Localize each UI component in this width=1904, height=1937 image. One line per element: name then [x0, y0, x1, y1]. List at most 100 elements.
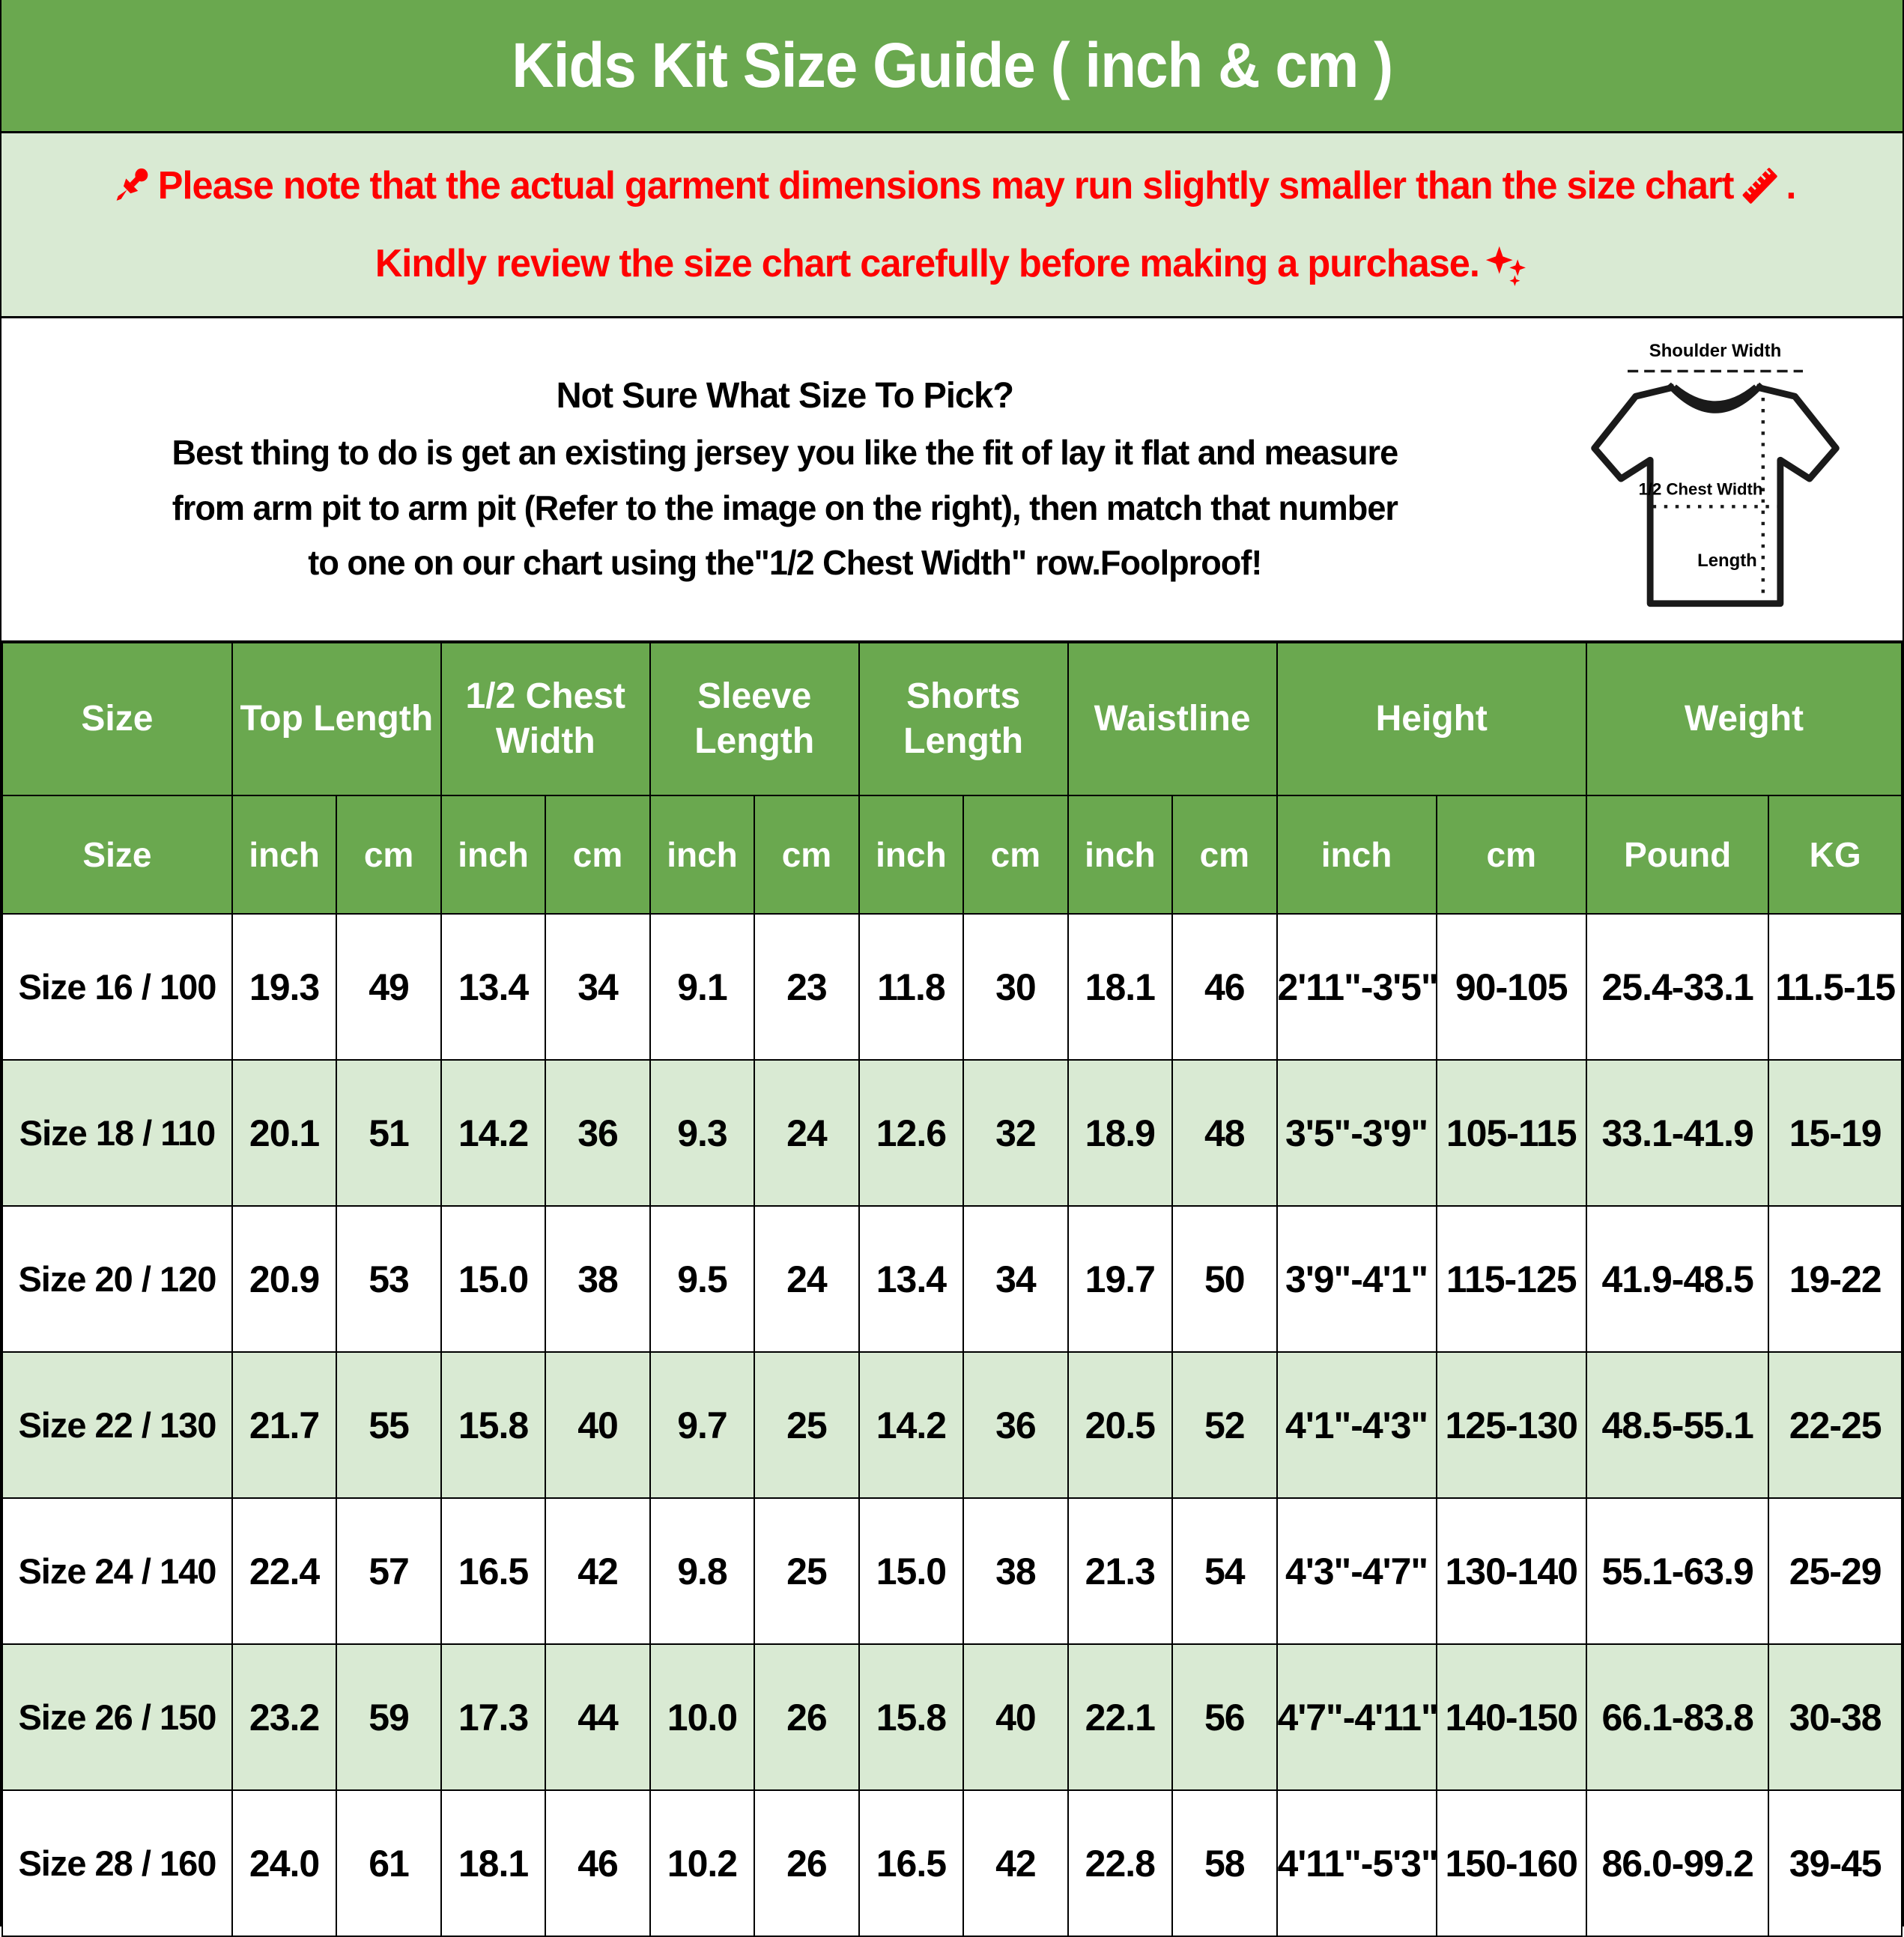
unit-header: inch — [858, 795, 965, 915]
value-cell: 52 — [1171, 1351, 1278, 1499]
unit-header: cm — [1435, 795, 1587, 915]
value-cell: 49 — [336, 913, 442, 1061]
value-cell: 115-125 — [1435, 1205, 1587, 1353]
value-cell: 36 — [545, 1059, 651, 1207]
value-cell: 22-25 — [1768, 1351, 1903, 1499]
value-cell: 9.5 — [649, 1205, 756, 1353]
notice-text-1-end: . — [1786, 164, 1796, 207]
unit-header: inch — [649, 795, 756, 915]
value-cell: 57 — [336, 1497, 442, 1645]
size-cell: Size 16 / 100 — [1, 913, 233, 1061]
table-row: Size 22 / 130 21.7 55 15.8 40 9.7 25 14.2 36 20.5… — [1, 1351, 1903, 1499]
value-cell: 56 — [1171, 1643, 1278, 1791]
value-cell: 21.7 — [231, 1351, 338, 1499]
sizing-help-section: Not Sure What Size To Pick? Best thing t… — [1, 318, 1903, 640]
value-cell: 11.5-15 — [1768, 913, 1903, 1061]
value-cell: 9.8 — [649, 1497, 756, 1645]
value-cell: 13.4 — [440, 913, 547, 1061]
value-cell: 23 — [754, 913, 860, 1061]
size-table-body: Size 16 / 100 19.3 49 13.4 34 9.1 23 11.8 30 18.1… — [1, 913, 1903, 1937]
value-cell: 130-140 — [1435, 1497, 1587, 1645]
notice-text-2: Kindly review the size chart carefully b… — [375, 242, 1480, 285]
value-cell: 38 — [962, 1497, 1069, 1645]
value-cell: 3'9"-4'1" — [1276, 1205, 1437, 1353]
value-cell: 15-19 — [1768, 1059, 1903, 1207]
unit-header: cm — [545, 795, 651, 915]
ruler-icon — [1742, 168, 1777, 204]
value-cell: 13.4 — [858, 1205, 965, 1353]
value-cell: 48 — [1171, 1059, 1278, 1207]
value-cell: 25 — [754, 1497, 860, 1645]
unit-header: inch — [1067, 795, 1174, 915]
unit-header: Pound — [1585, 795, 1770, 915]
value-cell: 9.7 — [649, 1351, 756, 1499]
value-cell: 19.3 — [231, 913, 338, 1061]
value-cell: 66.1-83.8 — [1585, 1643, 1770, 1791]
group-header-row: Size Top Length 1/2 Chest Width Sleeve L… — [1, 641, 1903, 796]
value-cell: 18.1 — [1067, 913, 1174, 1061]
value-cell: 34 — [962, 1205, 1069, 1353]
size-cell: Size 28 / 160 — [1, 1789, 233, 1937]
notice-line-1: Please note that the actual garment dime… — [109, 163, 1796, 209]
value-cell: 22.8 — [1067, 1789, 1174, 1937]
value-cell: 25.4-33.1 — [1585, 913, 1770, 1061]
value-cell: 15.0 — [440, 1205, 547, 1353]
value-cell: 17.3 — [440, 1643, 547, 1791]
unit-header-row: Size inch cm inch cm inch cm inch cm inc… — [1, 795, 1903, 915]
notice-line-2: Kindly review the size chart carefully b… — [375, 240, 1529, 287]
value-cell: 23.2 — [231, 1643, 338, 1791]
value-cell: 30-38 — [1768, 1643, 1903, 1791]
value-cell: 15.8 — [440, 1351, 547, 1499]
value-cell: 46 — [1171, 913, 1278, 1061]
value-cell: 11.8 — [858, 913, 965, 1061]
value-cell: 25-29 — [1768, 1497, 1903, 1645]
value-cell: 9.3 — [649, 1059, 756, 1207]
value-cell: 24.0 — [231, 1789, 338, 1937]
value-cell: 25 — [754, 1351, 860, 1499]
value-cell: 33.1-41.9 — [1585, 1059, 1770, 1207]
table-row: Size 28 / 160 24.0 61 18.1 46 10.2 26 16.5 42 22.… — [1, 1789, 1903, 1937]
unit-header: Size — [1, 795, 233, 915]
value-cell: 14.2 — [440, 1059, 547, 1207]
group-header-top-length: Top Length — [231, 641, 442, 796]
value-cell: 4'7"-4'11" — [1276, 1643, 1437, 1791]
unit-header: inch — [231, 795, 338, 915]
sizing-help-line-3: to one on our chart using the"1/2 Chest … — [308, 543, 1262, 583]
value-cell: 59 — [336, 1643, 442, 1791]
value-cell: 26 — [754, 1643, 860, 1791]
value-cell: 51 — [336, 1059, 442, 1207]
value-cell: 26 — [754, 1789, 860, 1937]
notice-text-1: Please note that the actual garment dime… — [157, 164, 1735, 207]
value-cell: 30 — [962, 913, 1069, 1061]
title-bar: Kids Kit Size Guide ( inch & cm ) — [1, 0, 1903, 133]
value-cell: 4'3"-4'7" — [1276, 1497, 1437, 1645]
value-cell: 16.5 — [440, 1497, 547, 1645]
chest-width-label: 1/2 Chest Width — [1639, 479, 1763, 498]
unit-header: inch — [1276, 795, 1437, 915]
value-cell: 58 — [1171, 1789, 1278, 1937]
table-row: Size 24 / 140 22.4 57 16.5 42 9.8 25 15.0 38 21.3… — [1, 1497, 1903, 1645]
value-cell: 125-130 — [1435, 1351, 1587, 1499]
value-cell: 3'5"-3'9" — [1276, 1059, 1437, 1207]
length-label: Length — [1697, 551, 1757, 571]
value-cell: 10.2 — [649, 1789, 756, 1937]
value-cell: 4'1"-4'3" — [1276, 1351, 1437, 1499]
value-cell: 14.2 — [858, 1351, 965, 1499]
group-header-size: Size — [1, 641, 233, 796]
group-header-weight: Weight — [1585, 641, 1903, 796]
value-cell: 42 — [962, 1789, 1069, 1937]
table-row: Size 18 / 110 20.1 51 14.2 36 9.3 24 12.6 32 18.9… — [1, 1059, 1903, 1207]
unit-header: cm — [1171, 795, 1278, 915]
value-cell: 24 — [754, 1059, 860, 1207]
value-cell: 18.9 — [1067, 1059, 1174, 1207]
table-row: Size 26 / 150 23.2 59 17.3 44 10.0 26 15.8 40 22.… — [1, 1643, 1903, 1791]
group-header-sleeve-length: Sleeve Length — [649, 641, 860, 796]
value-cell: 150-160 — [1435, 1789, 1587, 1937]
table-row: Size 16 / 100 19.3 49 13.4 34 9.1 23 11.8 30 18.1… — [1, 913, 1903, 1061]
group-header-waistline: Waistline — [1067, 641, 1278, 796]
tshirt-diagram: Shoulder Width 1/2 Chest Width Length — [1558, 322, 1903, 637]
size-table: Size Top Length 1/2 Chest Width Sleeve L… — [1, 640, 1903, 1937]
value-cell: 32 — [962, 1059, 1069, 1207]
value-cell: 90-105 — [1435, 913, 1587, 1061]
value-cell: 46 — [545, 1789, 651, 1937]
